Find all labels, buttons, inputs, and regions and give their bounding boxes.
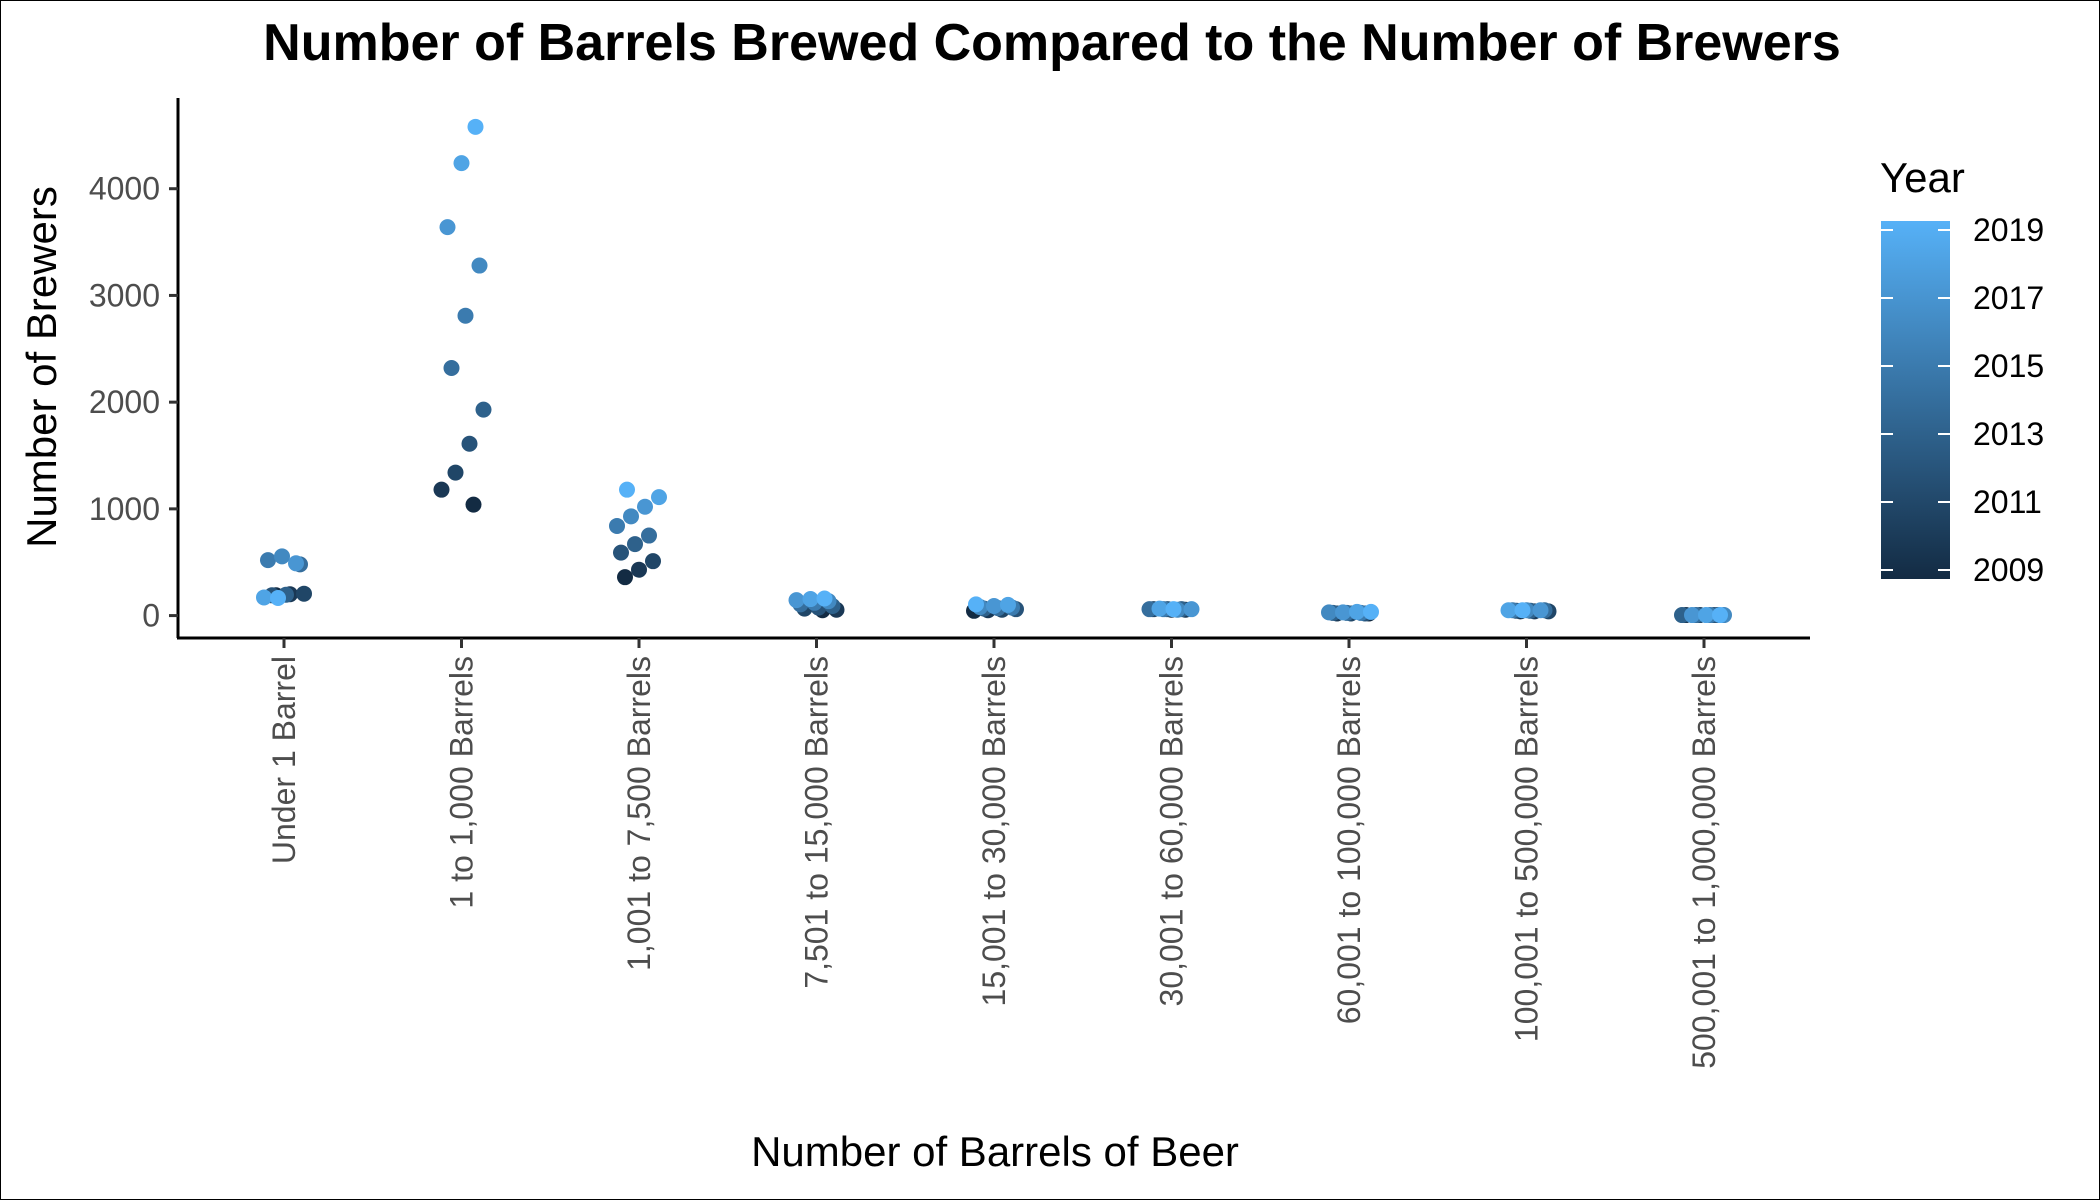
y-tick-label: 0 [142,598,160,634]
y-tick-label: 4000 [89,171,160,207]
plot-area: 0 1000 2000 3000 4000 Under 1 Barrel 1 to 1,0… [89,98,1810,1069]
x-tick-label: 500,001 to 1,000,000 Barrels [1686,656,1722,1069]
data-point [816,590,833,607]
data-point [1514,602,1531,619]
data-point [1000,596,1016,613]
data-point [1500,602,1517,619]
data-point [1532,602,1549,619]
data-point [645,553,661,570]
data-point [613,544,629,561]
legend-colorbar [1881,221,1950,579]
y-tick-label: 1000 [89,491,160,527]
data-point [617,569,633,586]
legend-title: Year [1880,154,1965,201]
legend-tick-label: 2019 [1973,212,2044,248]
data-point [631,561,647,578]
x-axis-title: Number of Barrels of Beer [751,1128,1239,1175]
x-tick-label: Under 1 Barrel [266,656,302,864]
data-point [439,219,456,236]
x-tick-label: 100,001 to 500,000 Barrels [1509,656,1545,1042]
data-point [1712,607,1728,624]
y-axis-title: Number of Brewers [18,186,65,548]
y-axis-ticks: 0 1000 2000 3000 4000 [89,171,178,634]
x-tick-label: 30,001 to 60,000 Barrels [1154,656,1190,1006]
data-point [788,592,805,609]
data-point [1698,607,1714,624]
data-point [453,155,470,172]
data-point [802,591,819,608]
y-tick-label: 2000 [89,384,160,420]
data-point [627,536,643,553]
data-point [651,489,667,506]
data-point [433,481,450,498]
legend-tick-label: 2017 [1973,280,2044,316]
x-tick-label: 7,501 to 15,000 Barrels [799,656,835,989]
data-point [1321,604,1337,621]
data-point [1165,601,1182,618]
data-point [296,585,312,602]
data-point [1349,603,1365,620]
data-point [619,481,635,498]
data-point [256,589,272,606]
data-point [471,257,488,274]
data-point [641,527,657,544]
data-point [465,496,482,513]
data-point [986,597,1002,614]
data-points [256,118,1732,624]
x-axis-ticks: Under 1 Barrel 1 to 1,000 Barrels 1,001 to… [266,638,1722,1069]
legend-tick-label: 2009 [1973,552,2044,588]
data-point [467,118,484,135]
data-point [457,307,474,324]
data-point [1363,603,1379,620]
data-point [609,517,625,534]
color-legend: Year 2009 2011 2013 2015 2017 2019 [1880,154,2044,588]
legend-tick-label: 2015 [1973,348,2044,384]
chart-title: Number of Barrels Brewed Compared to the… [263,14,1841,72]
x-tick-label: 15,001 to 30,000 Barrels [976,656,1012,1006]
data-point [1335,604,1351,621]
y-tick-label: 3000 [89,277,160,313]
data-point [1151,600,1168,617]
data-point [1183,601,1200,618]
data-point [475,401,492,418]
legend-tick-label: 2011 [1973,484,2042,520]
x-tick-label: 1 to 1,000 Barrels [444,656,480,909]
x-tick-label: 1,001 to 7,500 Barrels [621,656,657,971]
data-point [461,435,478,452]
data-point [443,360,460,376]
data-point [288,555,304,572]
data-point [1684,607,1700,624]
x-tick-label: 60,001 to 100,000 Barrels [1331,656,1367,1024]
legend-tick-label: 2013 [1973,416,2044,452]
data-point [637,498,653,515]
data-point [968,596,984,613]
data-point [623,508,639,525]
data-point [274,548,290,565]
data-point [447,464,464,481]
data-point [260,552,276,569]
legend-ticks: 2009 2011 2013 2015 2017 2019 [1881,212,2044,588]
data-point [270,589,286,606]
